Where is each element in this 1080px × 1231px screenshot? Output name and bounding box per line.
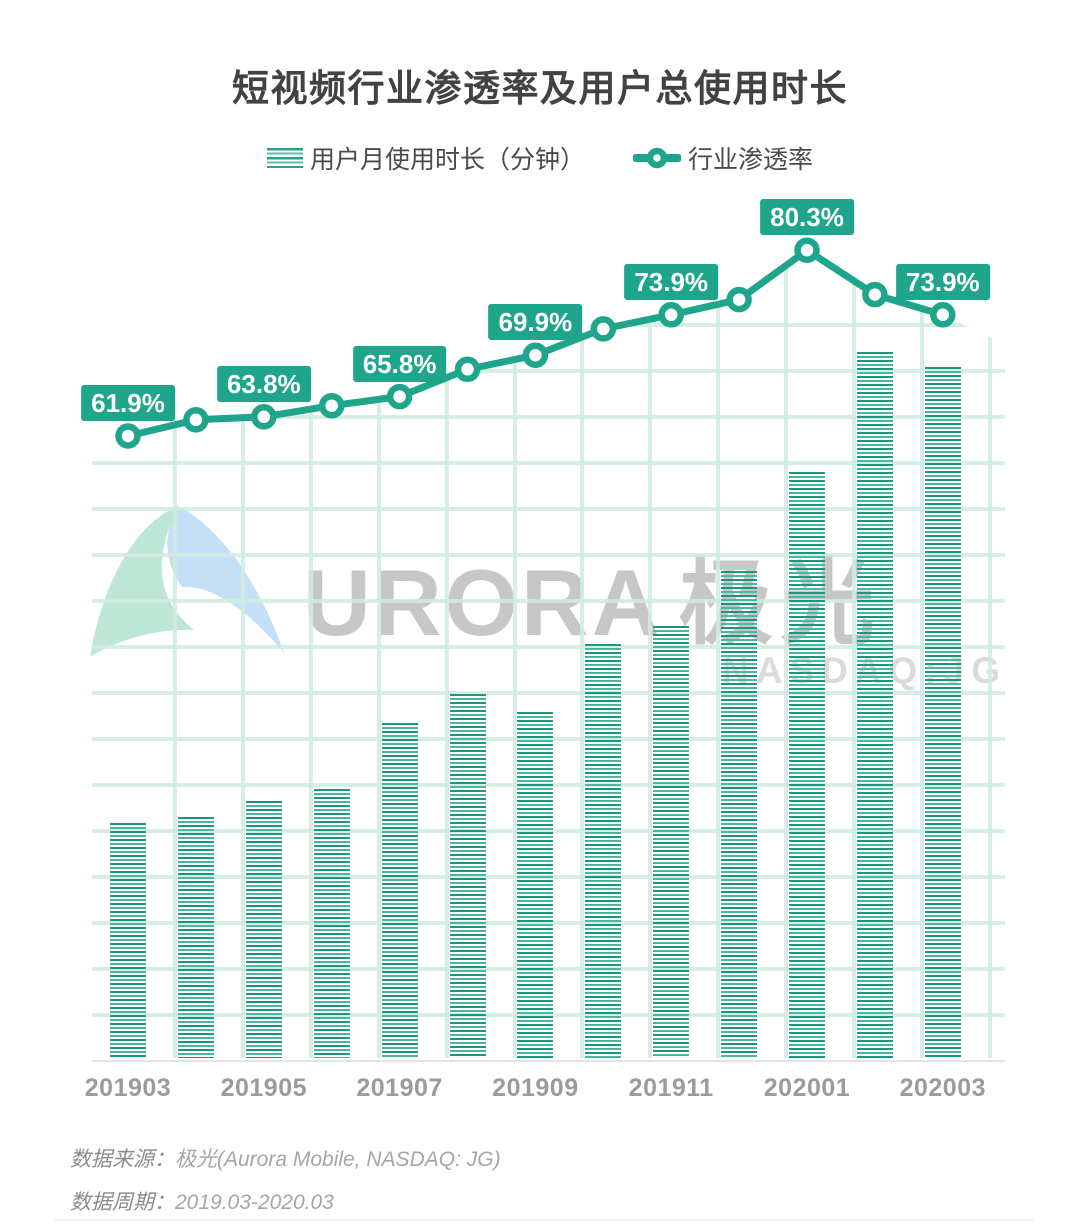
legend-item-line: 行业渗透率 (633, 140, 813, 176)
grid-vline (919, 250, 924, 1058)
bar-201903 (110, 822, 146, 1058)
bar-201908 (449, 693, 486, 1058)
footer-period-value: 2019.03-2020.03 (175, 1191, 334, 1214)
bar-201910 (585, 644, 622, 1058)
footer-source-value: 极光(Aurora Mobile, NASDAQ: JG) (175, 1148, 501, 1171)
grid-hline (92, 461, 1005, 465)
line-series-icon (633, 147, 681, 169)
bar-201909 (517, 712, 554, 1058)
x-tick-201909: 201909 (492, 1074, 579, 1102)
footer-source-label: 数据来源： (70, 1148, 175, 1171)
grid-vline (308, 250, 313, 1058)
grid-vline (852, 250, 856, 1058)
bar-202003 (924, 366, 961, 1058)
bar-201904 (177, 817, 214, 1058)
grid-hline (92, 507, 1005, 511)
chart-title: 短视频行业渗透率及用户总使用时长 (232, 68, 848, 109)
x-tick-201903: 201903 (84, 1074, 172, 1102)
grid-vline (173, 250, 177, 1058)
grid-vline (580, 250, 585, 1058)
grid-vline (987, 250, 992, 1058)
grid-vline (784, 250, 789, 1058)
grid-vline (240, 250, 245, 1058)
x-tick-202001: 202001 (763, 1074, 851, 1102)
x-tick-201907: 201907 (356, 1074, 443, 1102)
bar-201906 (313, 789, 350, 1058)
bar-202002 (856, 352, 893, 1058)
grid-hline (92, 553, 1005, 557)
bar-201905 (245, 801, 282, 1058)
legend-bars-label: 用户月使用时长（分钟） (309, 146, 585, 174)
grid-hline (92, 645, 1005, 649)
legend: 用户月使用时长（分钟） 行业渗透率 (0, 140, 1080, 176)
footer-divider (55, 1219, 1033, 1221)
bar-series-icon (266, 148, 303, 168)
aurora-logo-watermark (90, 506, 284, 657)
legend-item-bars: 用户月使用时长（分钟） (266, 140, 585, 176)
grid-vline (648, 250, 653, 1058)
grid-vline (716, 250, 721, 1058)
footer-period: 数据周期：2019.03-2020.03 (70, 1186, 334, 1216)
grid-vline (376, 250, 381, 1058)
legend-line-label: 行业渗透率 (688, 146, 814, 174)
x-tick-201911: 201911 (628, 1074, 714, 1102)
x-tick-201905: 201905 (220, 1074, 308, 1102)
bar-201912 (721, 570, 758, 1058)
grid-hline (92, 599, 1005, 603)
grid-hline (92, 691, 1005, 695)
grid-vline (512, 250, 517, 1058)
penetration-label-202001: 80.3% (760, 199, 854, 236)
footer-period-label: 数据周期： (70, 1191, 175, 1214)
bar-201911 (653, 625, 690, 1058)
x-tick-202003: 202003 (899, 1074, 987, 1102)
footer-source: 数据来源：极光(Aurora Mobile, NASDAQ: JG) (70, 1143, 501, 1173)
grid-vline (444, 250, 449, 1058)
bar-201907 (381, 722, 418, 1058)
bar-202001 (789, 472, 825, 1058)
x-axis-line (92, 1060, 1005, 1062)
